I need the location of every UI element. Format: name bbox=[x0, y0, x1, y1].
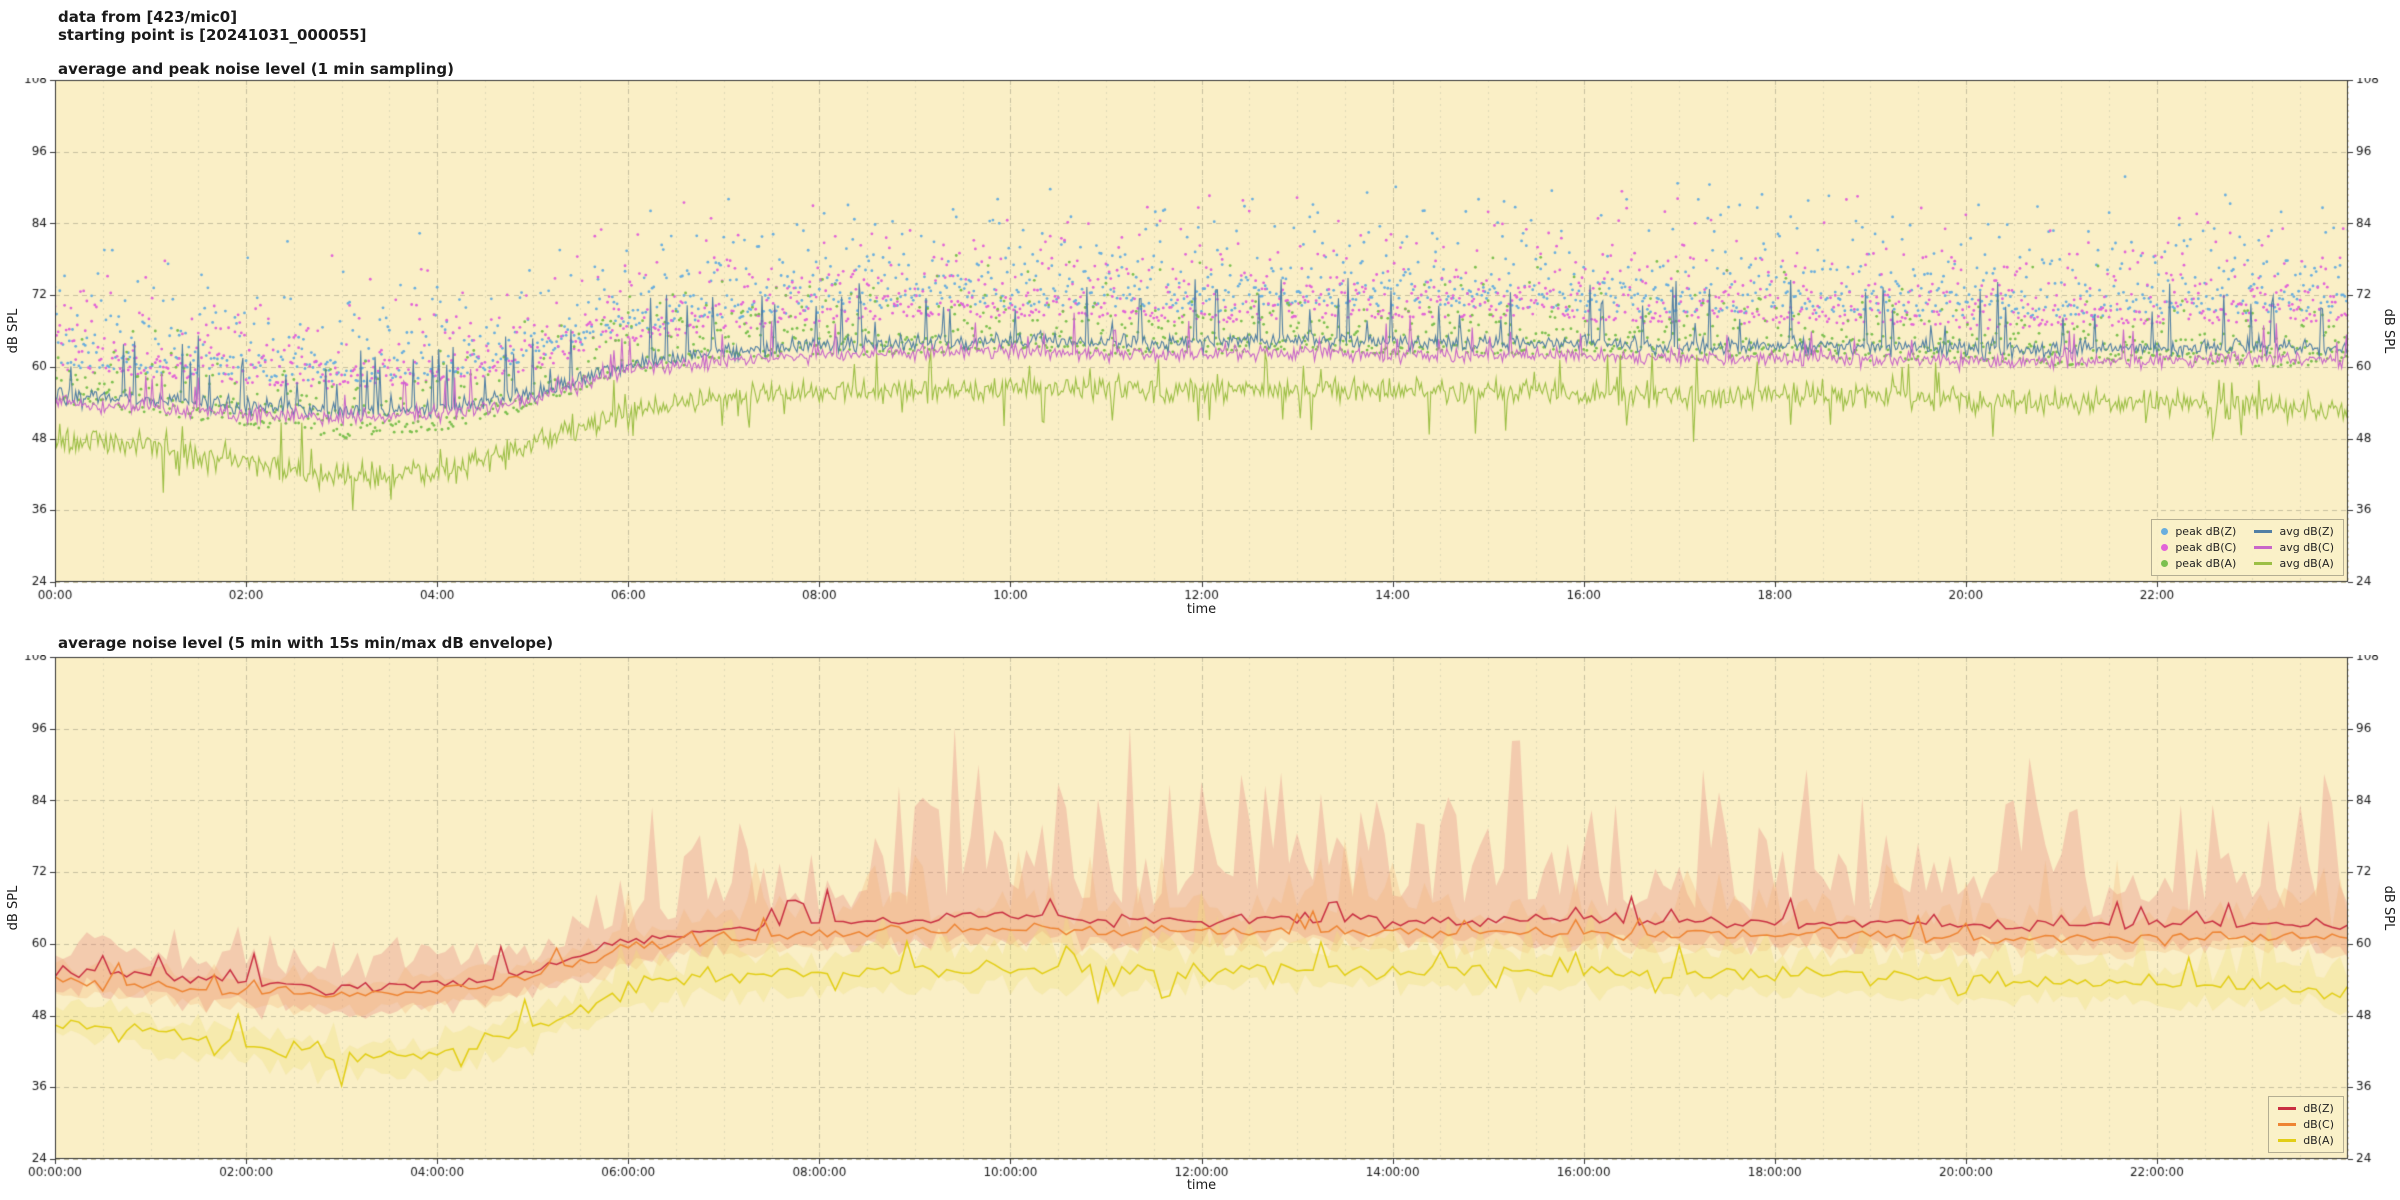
chart-top-plot bbox=[0, 78, 2400, 602]
legend-entry-dba: dB(A) bbox=[2278, 1134, 2334, 1147]
legend-entry-peak-dba: peak dB(A) bbox=[2161, 557, 2236, 570]
legend-label: avg dB(Z) bbox=[2279, 525, 2334, 538]
chart-bottom-xlabel: time bbox=[1186, 1178, 1217, 1193]
dbz-marker-icon bbox=[2278, 1107, 2297, 1110]
legend-entry-avg-dbc: avg dB(C) bbox=[2254, 541, 2334, 554]
chart-bottom-plot bbox=[0, 655, 2400, 1179]
avg-dbc-marker-icon bbox=[2254, 546, 2273, 549]
legend-label: dB(Z) bbox=[2303, 1102, 2334, 1115]
legend-label: peak dB(Z) bbox=[2175, 525, 2237, 538]
legend-entry-peak-dbc: peak dB(C) bbox=[2161, 541, 2236, 554]
legend-label: dB(A) bbox=[2303, 1134, 2334, 1147]
legend-label: avg dB(C) bbox=[2279, 541, 2334, 554]
chart-top-xlabel: time bbox=[1186, 602, 1217, 617]
legend-label: peak dB(A) bbox=[2175, 557, 2237, 570]
peak-dba-marker-icon bbox=[2161, 560, 2169, 567]
legend-entry-dbc: dB(C) bbox=[2278, 1118, 2334, 1131]
header-line1: data from [423/mic0] bbox=[58, 8, 238, 26]
legend-entry-avg-dbz: avg dB(Z) bbox=[2254, 525, 2334, 538]
avg-dba-marker-icon bbox=[2254, 562, 2273, 565]
chart-top-legend: peak dB(Z) avg dB(Z) peak dB(C) avg dB(C… bbox=[2151, 519, 2344, 576]
legend-entry-peak-dbz: peak dB(Z) bbox=[2161, 525, 2236, 538]
peak-dbz-marker-icon bbox=[2161, 528, 2169, 535]
legend-entry-dbz: dB(Z) bbox=[2278, 1102, 2334, 1115]
legend-label: avg dB(A) bbox=[2279, 557, 2334, 570]
dbc-marker-icon bbox=[2278, 1123, 2297, 1126]
chart-bottom-title: average noise level (5 min with 15s min/… bbox=[58, 634, 554, 652]
legend-label: dB(C) bbox=[2303, 1118, 2334, 1131]
chart-top-title: average and peak noise level (1 min samp… bbox=[58, 60, 454, 78]
legend-label: peak dB(C) bbox=[2175, 541, 2237, 554]
legend-entry-avg-dba: avg dB(A) bbox=[2254, 557, 2334, 570]
peak-dbc-marker-icon bbox=[2161, 544, 2169, 551]
avg-dbz-marker-icon bbox=[2254, 530, 2273, 533]
chart-bottom-legend: dB(Z) dB(C) dB(A) bbox=[2268, 1096, 2344, 1153]
header-line2: starting point is [20241031_000055] bbox=[58, 26, 367, 44]
dba-marker-icon bbox=[2278, 1139, 2297, 1142]
